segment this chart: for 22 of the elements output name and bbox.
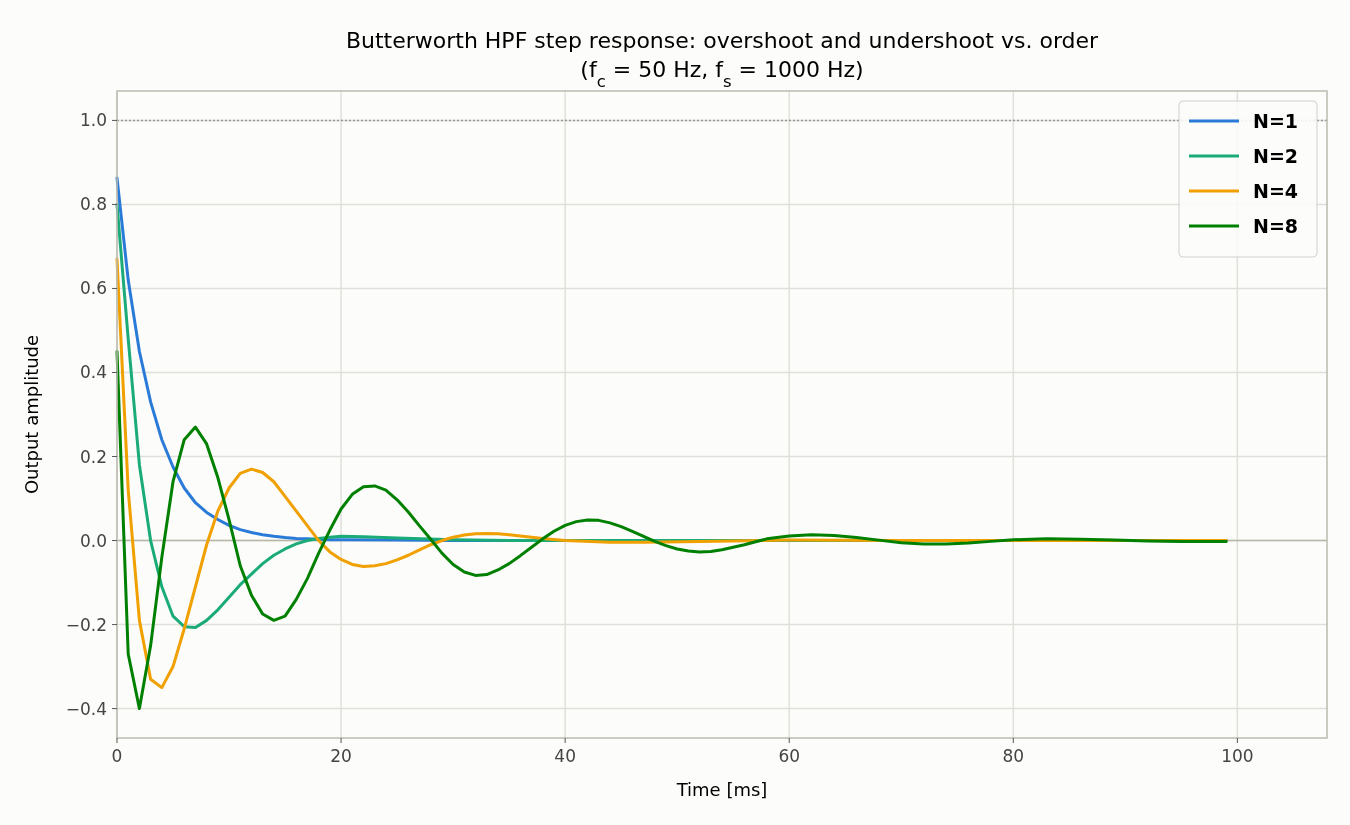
x-tick-label: 100 <box>1221 746 1254 766</box>
legend-label: N=2 <box>1253 145 1299 167</box>
x-axis-title: Time [ms] <box>675 779 768 800</box>
legend-label: N=4 <box>1253 180 1299 202</box>
x-tick-label: 0 <box>111 746 123 766</box>
x-tick-label: 80 <box>1002 746 1025 766</box>
y-tick-label: 1.0 <box>79 110 107 131</box>
y-tick-label: −0.2 <box>65 614 107 635</box>
y-tick-label: −0.4 <box>65 698 107 719</box>
legend-label: N=8 <box>1253 215 1299 237</box>
y-axis-title: Output amplitude <box>21 334 42 495</box>
chart-title: Butterworth HPF step response: overshoot and undershoot vs. order (f$_{c}$ = 50 Hz, f$_{s}$ = 1000 Hz) <box>345 28 1100 91</box>
line-series <box>115 349 1228 711</box>
x-tick-label: 20 <box>330 746 352 766</box>
y-tick-label: 0.2 <box>79 446 107 467</box>
y-tick-label: 0.0 <box>79 530 107 551</box>
x-tick-label: 40 <box>554 746 576 766</box>
legend-label: N=1 <box>1253 110 1299 132</box>
y-tick-label: 0.4 <box>79 362 107 383</box>
x-tick-label: 60 <box>778 746 801 766</box>
y-tick-label: 0.6 <box>79 278 107 299</box>
y-tick-label: 0.8 <box>79 194 107 215</box>
